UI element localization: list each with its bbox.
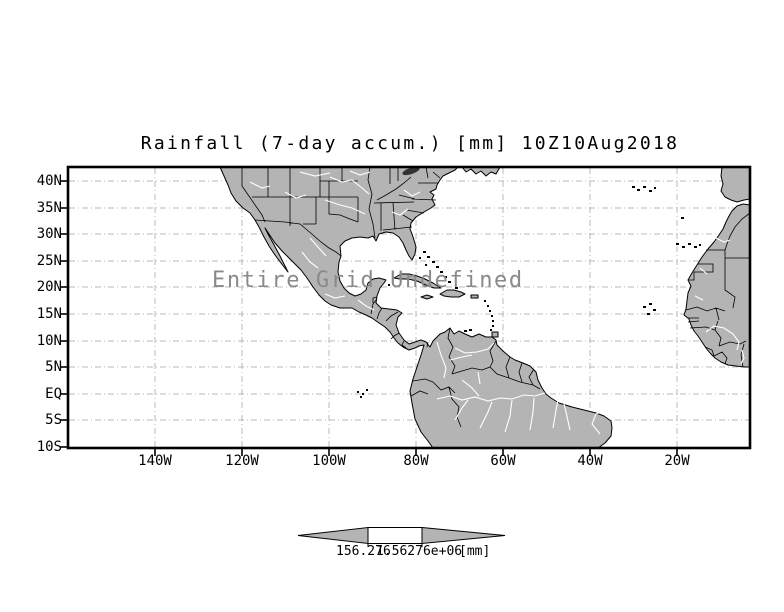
river-lines — [249, 170, 745, 435]
colorbar-segment — [367, 527, 423, 544]
lon-label-40w: 40W — [577, 453, 603, 469]
lat-label-eq: EQ — [45, 386, 62, 402]
africa-landmass — [683, 203, 751, 368]
lat-label-25n: 25N — [36, 253, 62, 269]
colorbar-max-label: 1.56276e+06 — [376, 544, 463, 559]
puerto-rico-island — [470, 294, 479, 299]
political-borders — [241, 166, 751, 428]
americas-landmass — [219, 166, 613, 449]
iberia-landmass — [720, 166, 751, 203]
plot-title: Rainfall (7-day accum.) [mm] 10Z10Aug201… — [140, 133, 680, 154]
colorbar-min-label: 156.276 — [336, 544, 391, 559]
lon-label-60w: 60W — [490, 453, 516, 469]
lon-label-120w: 120W — [225, 453, 259, 469]
lat-label-5n: 5N — [45, 359, 62, 375]
lat-label-20n: 20N — [36, 279, 62, 295]
lat-label-35n: 35N — [36, 200, 62, 216]
lon-label-100w: 100W — [312, 453, 346, 469]
northeast-coast-landmass — [461, 166, 501, 177]
lon-label-140w: 140W — [138, 453, 172, 469]
lat-label-10s: 10S — [36, 439, 62, 455]
lat-label-40n: 40N — [36, 173, 62, 189]
trinidad-island — [491, 331, 499, 338]
lat-label-5s: 5S — [45, 412, 62, 428]
lon-label-20w: 20W — [664, 453, 690, 469]
colorbar-left-arrow — [297, 526, 369, 545]
landmass-shapes — [219, 166, 751, 449]
lat-label-15n: 15N — [36, 306, 62, 322]
undefined-grid-annotation: Entire Grid Undefined — [212, 268, 524, 293]
colorbar-units-label: [mm] — [459, 544, 491, 559]
lake-erie — [402, 166, 420, 176]
lat-label-10n: 10N — [36, 333, 62, 349]
lat-label-30n: 30N — [36, 226, 62, 242]
colorbar-right-arrow — [421, 526, 506, 545]
cuba-island — [393, 273, 442, 289]
hispaniola-island — [439, 289, 466, 298]
colorbar — [297, 526, 506, 547]
jamaica-island — [420, 294, 434, 300]
axis-ticks — [60, 180, 678, 456]
island-specks — [357, 186, 701, 398]
map-frame — [66, 165, 752, 450]
lon-label-80w: 80W — [403, 453, 429, 469]
